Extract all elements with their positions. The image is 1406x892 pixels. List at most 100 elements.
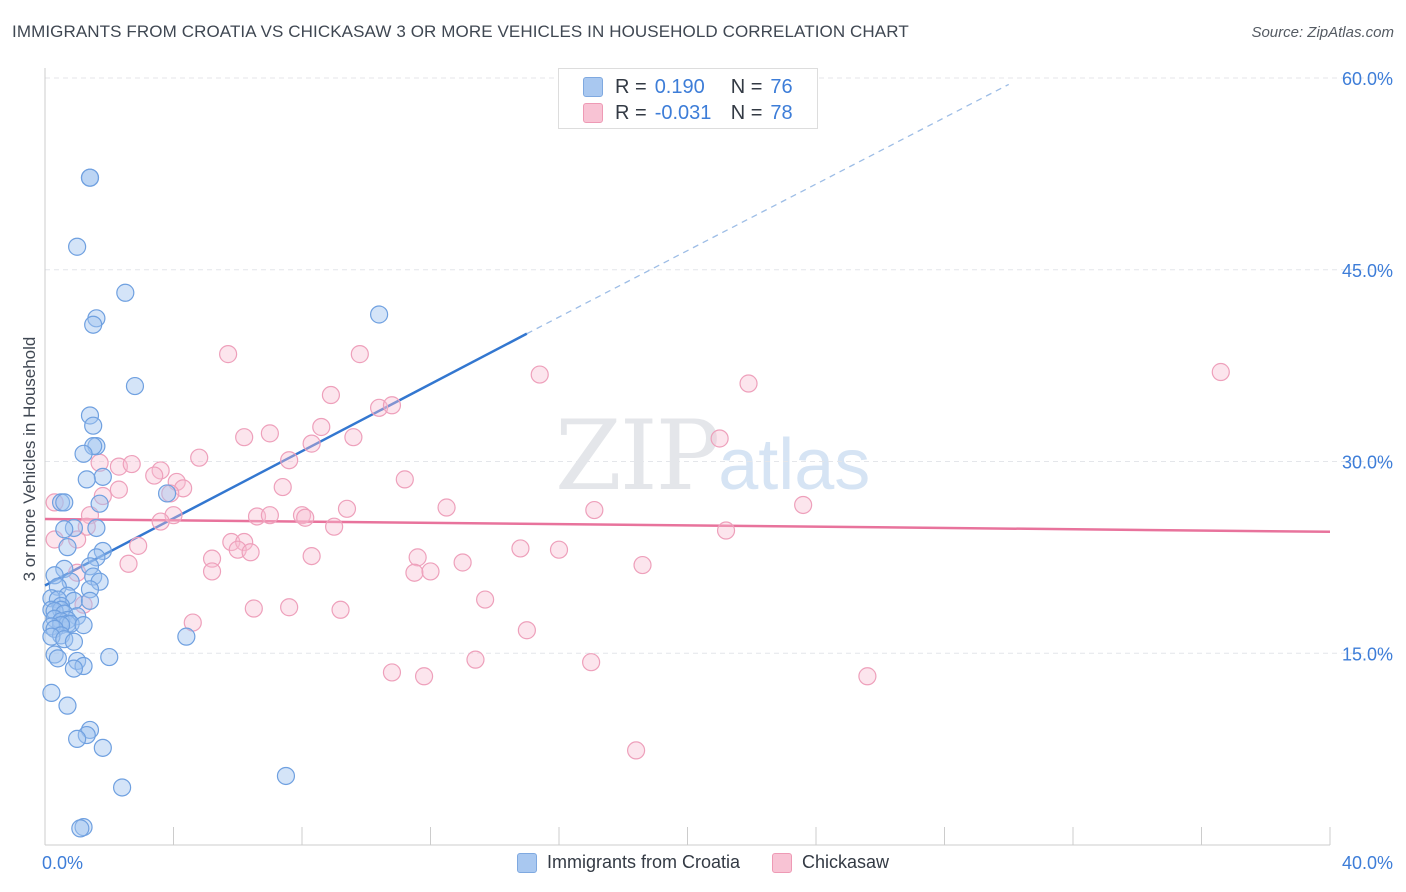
chickasaw-point [633,555,652,575]
chickasaw-legend-swatch-icon [772,852,792,873]
chickasaw-point [302,546,321,566]
croatia-point [58,696,77,715]
n-value: 78 [770,101,793,124]
chickasaw-point [235,428,254,447]
r-label: R = [615,101,647,124]
y-tick-label: 15.0% [1342,644,1393,664]
chickasaw-point [530,365,549,384]
stats-row-chickasaw: R = -0.031 N = 78 [583,101,793,125]
croatia-point [74,444,93,463]
chickasaw-point [549,540,569,559]
chickasaw-point [325,517,344,536]
croatia-point [80,591,100,610]
y-tick-label: 30.0% [1342,453,1393,473]
croatia-point [64,518,84,538]
chickasaw-point [739,374,758,393]
croatia-point [276,766,296,786]
chickasaw-point [129,536,148,555]
chickasaw-point [716,521,736,540]
chickasaw-point [68,530,87,549]
chickasaw-point [382,396,402,415]
croatia-point [84,437,103,456]
watermark-atlas: atlas [718,425,871,505]
chickasaw-point [511,539,530,558]
chickasaw-trend-line [44,517,1331,534]
stats-row-croatia: R = 0.190 N = 76 [583,75,793,99]
croatia-point [84,416,103,435]
n-value: 76 [770,75,793,98]
chickasaw-point [421,562,440,581]
chickasaw-point [582,653,601,672]
chickasaw-point [202,562,222,581]
croatia-point [71,819,90,838]
croatia-point [370,305,389,324]
croatia-point [55,520,74,539]
r-label: R = [615,75,647,98]
legend-label: Chickasaw [802,852,890,872]
chickasaw-point [710,429,729,448]
croatia-swatch-icon [583,77,603,97]
y-axis-label: 3 or more Vehicles in Household [20,336,39,582]
chickasaw-point [405,563,424,582]
legend-item-chickasaw[interactable]: Chickasaw [772,852,889,873]
chickasaw-point [122,454,141,474]
croatia-point [93,467,112,486]
croatia-point [100,647,119,667]
chickasaw-point [109,480,128,499]
chickasaw-point [296,508,315,527]
chickasaw-point [280,598,299,617]
chickasaw-point [45,493,64,512]
stats-legend-box: R = 0.190 N = 76 R = -0.031 N = 78 [558,68,818,129]
chickasaw-point [453,553,472,572]
chickasaw-point [476,590,495,609]
chickasaw-point [344,428,363,447]
tick-labels: 15.0% 30.0% 45.0% 60.0% 0.0% 40.0% [42,69,1393,873]
legend-item-croatia[interactable]: Immigrants from Croatia [516,852,740,873]
chickasaw-point [414,667,434,686]
axes [44,68,1331,846]
chickasaw-point [219,345,238,364]
watermark-zip: ZIP [555,400,720,512]
chickasaw-point [626,741,646,760]
chickasaw-point [858,667,877,686]
trend-lines [44,83,1331,587]
chickasaw-point [273,477,292,497]
croatia-point [177,627,196,646]
chickasaw-point [382,663,402,682]
croatia-trend-extension [526,83,1010,335]
chickasaw-swatch-icon [583,103,603,123]
r-value: -0.031 [654,101,712,124]
chickasaw-point [517,621,536,640]
chickasaw-point [241,543,260,562]
x-tick-label: 40.0% [1342,853,1393,873]
croatia-point [80,557,100,576]
chickasaw-point [794,495,813,515]
legend-label: Immigrants from Croatia [546,852,740,872]
chickasaw-point [331,600,350,619]
croatia-point [90,572,109,591]
chickasaw-point [119,554,138,573]
croatia-point [157,484,177,503]
croatia-point [68,729,87,748]
chickasaw-point [312,417,331,437]
chickasaw-point [292,506,312,525]
croatia-point [77,725,96,745]
chickasaw-point [395,470,414,489]
grid-lines [45,77,1395,654]
croatia-point [93,738,112,757]
croatia-point [112,778,132,797]
chickasaw-point [337,499,357,518]
croatia-point [80,720,100,740]
croatia-point [90,494,109,513]
chickasaw-point [190,448,209,467]
chart-legend: Immigrants from Croatia Chickasaw [0,852,1406,873]
croatia-point [55,493,74,512]
croatia-point [80,168,100,187]
croatia-point [45,566,64,585]
y-tick-label: 45.0% [1342,261,1393,281]
chickasaw-point [585,500,604,520]
watermark: ZIPatlas [555,400,870,512]
y-tick-label: 60.0% [1342,69,1393,89]
chart-title: IMMIGRANTS FROM CROATIA VS CHICKASAW 3 O… [12,22,909,41]
